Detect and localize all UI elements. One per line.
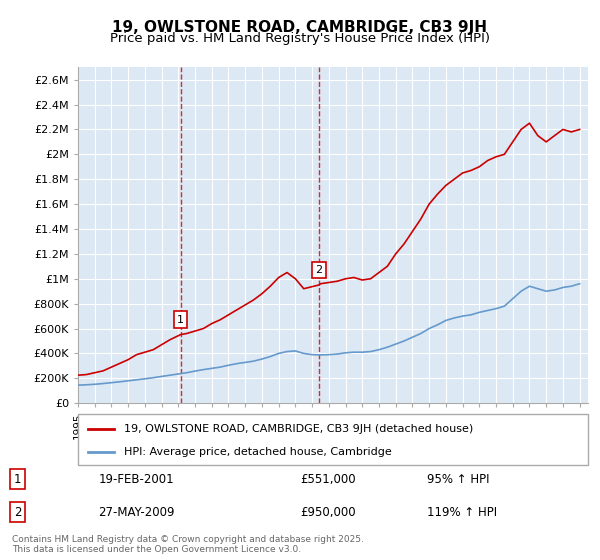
Text: Price paid vs. HM Land Registry's House Price Index (HPI): Price paid vs. HM Land Registry's House … [110,32,490,45]
Text: 2: 2 [14,506,22,519]
Text: £950,000: £950,000 [300,506,356,519]
Text: £551,000: £551,000 [300,473,356,486]
Text: 2: 2 [316,265,323,275]
Text: 1: 1 [14,473,22,486]
Text: 119% ↑ HPI: 119% ↑ HPI [427,506,497,519]
Text: 19, OWLSTONE ROAD, CAMBRIDGE, CB3 9JH (detached house): 19, OWLSTONE ROAD, CAMBRIDGE, CB3 9JH (d… [124,423,473,433]
FancyBboxPatch shape [78,414,588,465]
Text: 95% ↑ HPI: 95% ↑ HPI [427,473,489,486]
Text: Contains HM Land Registry data © Crown copyright and database right 2025.
This d: Contains HM Land Registry data © Crown c… [12,535,364,554]
Text: 19, OWLSTONE ROAD, CAMBRIDGE, CB3 9JH: 19, OWLSTONE ROAD, CAMBRIDGE, CB3 9JH [113,20,487,35]
Text: 1: 1 [177,315,184,325]
Text: HPI: Average price, detached house, Cambridge: HPI: Average price, detached house, Camb… [124,447,392,457]
Text: 19-FEB-2001: 19-FEB-2001 [98,473,174,486]
Text: 27-MAY-2009: 27-MAY-2009 [98,506,175,519]
